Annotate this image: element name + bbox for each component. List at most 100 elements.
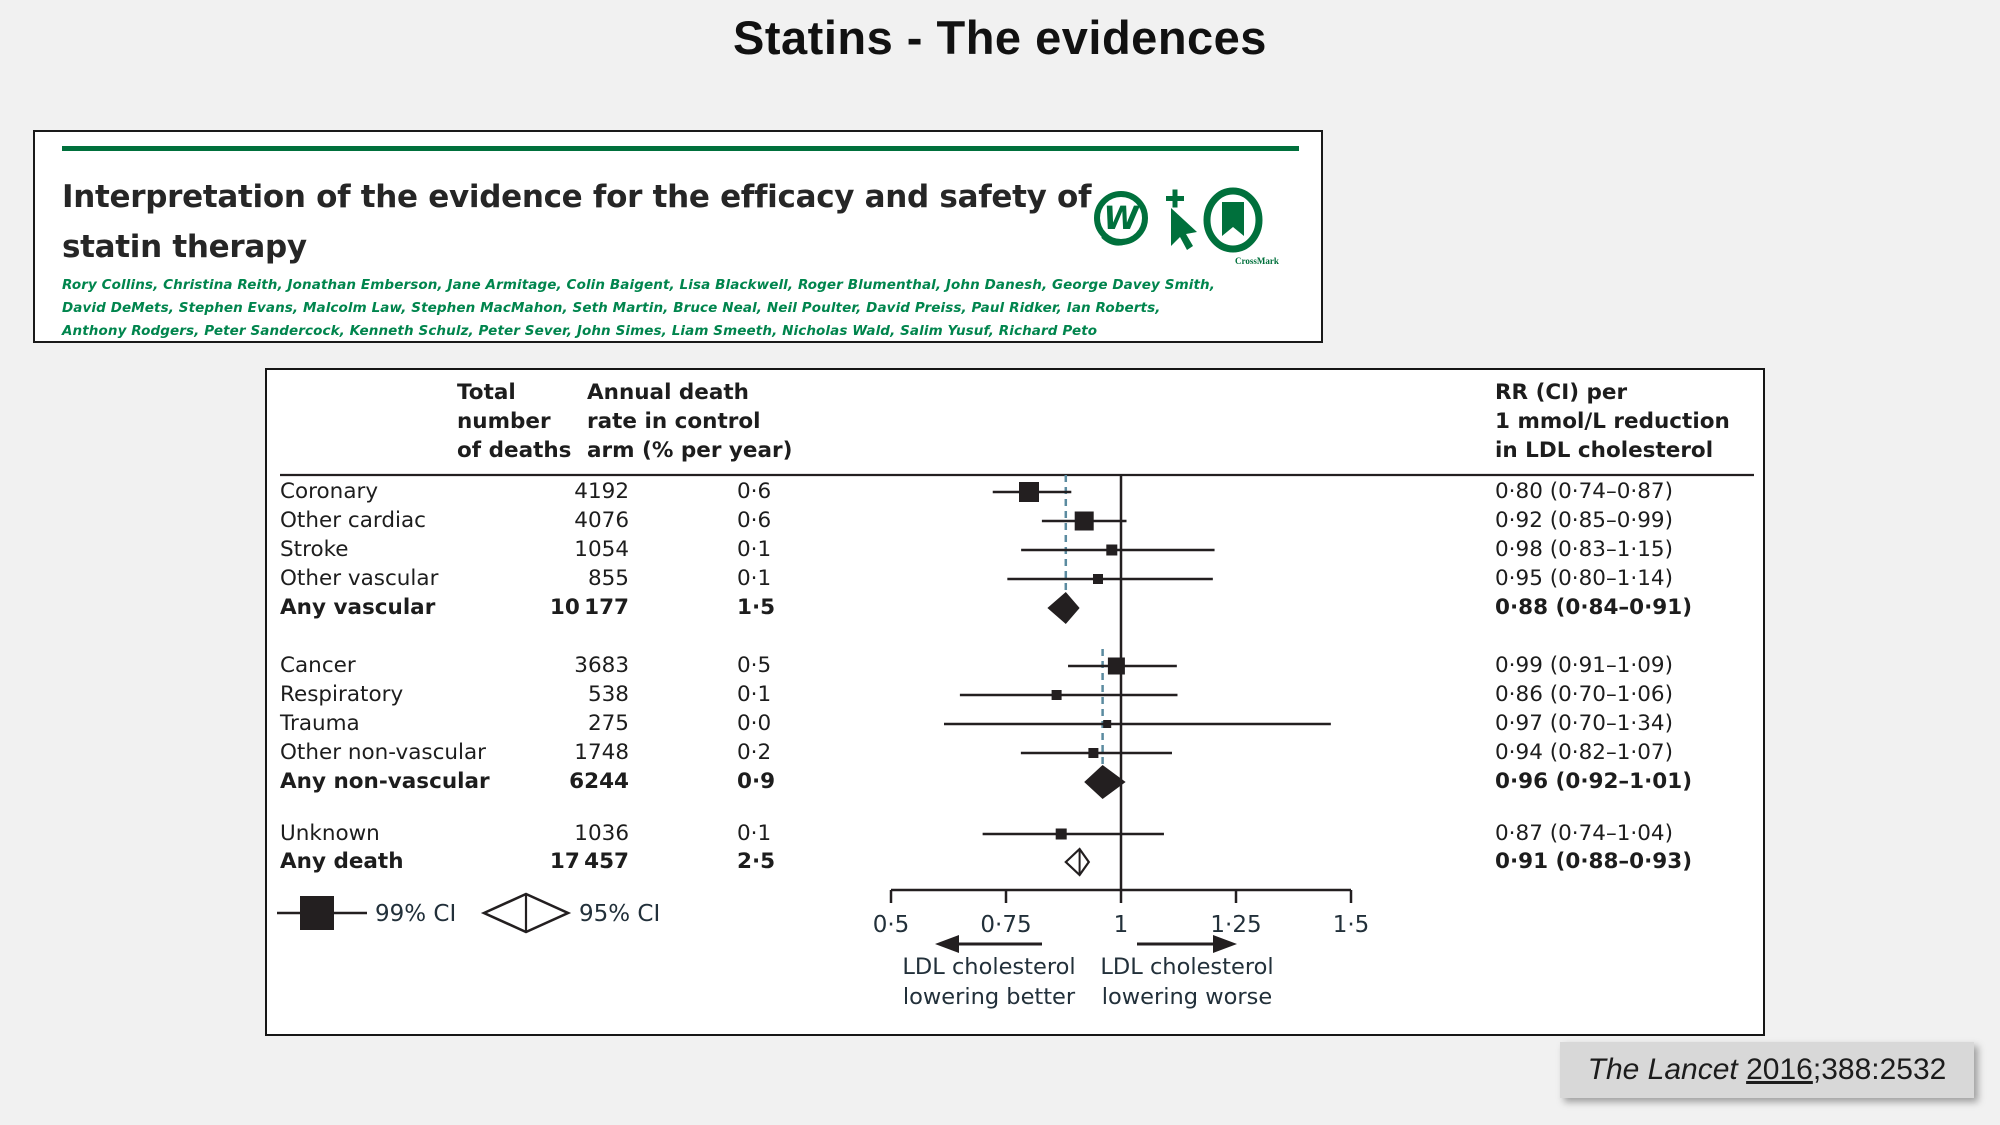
legend-diamond-label: 95% CI [579,901,660,927]
row-deaths: 1054 [574,537,629,562]
row-rate: 2·5 [737,849,776,874]
lancet-green-rule [62,146,1299,151]
row-label: Other non-vascular [280,740,487,765]
authors-line-3: Anthony Rodgers, Peter Sandercock, Kenne… [62,323,1098,339]
paper-header-card: Interpretation of the evidence for the e… [33,130,1323,343]
row-rate: 0·1 [737,537,772,562]
x-axis-tick-label: 0·75 [980,912,1031,938]
citation-journal: The Lancet [1587,1053,1738,1086]
slide-title: Statins - The evidences [733,11,1267,64]
point-estimate-square [1074,511,1094,531]
row-deaths: 4076 [574,508,629,533]
citation-year: 2016 [1746,1053,1813,1086]
row-rr-value: 0·87 (0·74–1·04) [1495,821,1673,846]
paper-title-line1: Interpretation of the evidence for the e… [62,179,1092,215]
row-deaths: 855 [587,566,629,591]
row-rate: 0·1 [737,566,772,591]
forest-plot-canvas: 0·5 0·75 1 1·25 1·5 LDL cholesterol lowering b… [277,473,1754,1010]
point-estimate-square [1093,574,1103,584]
paper-authors: Rory Collins, Christina Reith, Jonathan … [62,274,1215,343]
cursor-plus-icon [1166,189,1197,250]
crossmark-icon [1203,187,1263,253]
row-rate: 0·5 [737,653,772,678]
arrow-worse-head [1213,935,1237,953]
authors-line-1: Rory Collins, Christina Reith, Jonathan … [62,277,1215,293]
row-rate: 0·9 [737,769,776,794]
row-rate: 0·1 [737,682,772,707]
point-estimate-square [1107,657,1125,675]
x-axis-tick-label: 1·25 [1210,912,1261,938]
row-deaths: 6244 [569,769,629,794]
direction-label-worse: LDL cholesterol [1100,954,1273,980]
row-rr-value: 0·97 (0·70–1·34) [1495,711,1673,736]
summary-diamond [1047,592,1080,624]
citation-suffix: ;388:2532 [1812,1053,1947,1086]
x-axis-tick-label: 1·5 [1333,912,1370,938]
summary-open-diamond [1064,847,1091,877]
point-estimate-square [1103,720,1112,728]
row-deaths: 1748 [574,740,629,765]
citation-space [1738,1053,1746,1087]
citation-box: The Lancet 2016 ;388:2532 [1560,1042,1974,1098]
row-rr-value: 0·94 (0·82–1·07) [1495,740,1673,765]
row-rate: 0·6 [737,508,772,533]
row-deaths: 4192 [574,479,629,504]
row-rr-value: 0·88 (0·84–0·91) [1495,595,1693,620]
row-label: Any death [280,849,404,874]
row-rr-value: 0·95 (0·80–1·14) [1495,566,1673,591]
legend-square-label: 99% CI [375,901,456,927]
row-deaths: 3683 [574,653,629,678]
row-deaths: 538 [587,682,629,707]
row-rr-value: 0·86 (0·70–1·06) [1495,682,1673,707]
row-rr-value: 0·96 (0·92–1·01) [1495,769,1693,794]
x-axis-tick-label: 1 [1114,912,1129,938]
row-label: Coronary [280,479,379,504]
point-estimate-square [1055,828,1067,840]
row-label: Any non-vascular [280,769,490,794]
row-label: Unknown [280,821,380,846]
point-estimate-square [1019,482,1039,502]
forest-plot-card: Total number of deaths Annual death rate… [265,368,1765,1036]
legend-square-marker [300,896,334,930]
summary-diamond [1084,765,1126,799]
row-rate: 0·1 [737,821,772,846]
crossmark-label: CrossMark [1235,256,1279,266]
point-estimate-square [1051,690,1062,700]
authors-line-2: David DeMets, Stephen Evans, Malcolm Law… [62,300,1161,316]
arrow-better-head [935,935,959,953]
direction-label-better: LDL cholesterol [902,954,1075,980]
point-estimate-square [1088,748,1099,758]
row-rr-value: 0·98 (0·83–1·15) [1495,537,1673,562]
row-label: Stroke [280,537,349,562]
row-rate: 0·6 [737,479,772,504]
row-rr-value: 0·92 (0·85–0·99) [1495,508,1673,533]
paper-title: Interpretation of the evidence for the e… [62,172,1092,272]
row-deaths: 1036 [574,821,629,846]
row-rr-value: 0·91 (0·88–0·93) [1495,849,1693,874]
paper-icons-canvas: W [1094,187,1263,253]
paper-icons: W CrossMark [1093,184,1303,274]
column-header-rate: Annual death rate in control arm (% per … [587,380,793,463]
row-label: Other cardiac [280,508,426,533]
row-deaths: 17 457 [549,849,629,874]
row-label: Respiratory [280,682,404,707]
x-axis-tick-label: 0·5 [873,912,910,938]
row-rr-value: 0·80 (0·74–0·87) [1495,479,1673,504]
column-header-rr: RR (CI) per 1 mmol/L reduction in LDL ch… [1495,380,1730,463]
svg-text:W: W [1103,199,1140,237]
row-label: Other vascular [280,566,439,591]
row-deaths: 10 177 [549,595,629,620]
direction-label-better: lowering better [903,984,1076,1010]
row-rate: 0·2 [737,740,772,765]
row-label: Any vascular [280,595,436,620]
column-header-deaths: Total number of deaths [457,380,572,463]
row-rr-value: 0·99 (0·91–1·09) [1495,653,1673,678]
row-rate: 0·0 [737,711,772,736]
row-deaths: 275 [587,711,629,736]
paper-title-line2: statin therapy [62,229,307,265]
row-rate: 1·5 [737,595,776,620]
row-label: Cancer [280,653,356,678]
web-extra-icon: W [1094,191,1148,246]
point-estimate-square [1106,544,1118,556]
